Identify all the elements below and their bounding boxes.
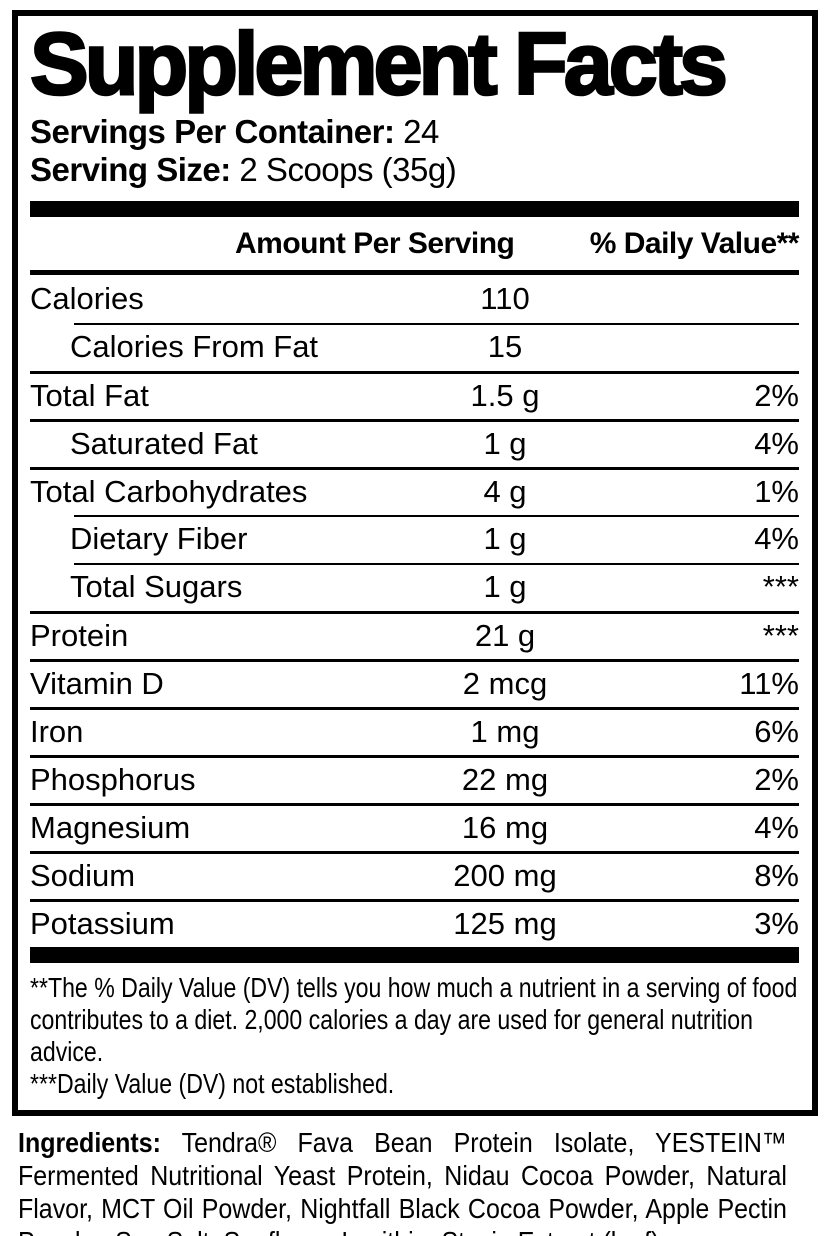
nutrient-label: Sodium xyxy=(30,858,136,894)
serving-size: Serving Size: 2 Scoops (35g) xyxy=(30,151,799,189)
nutrient-amount: 1.5 g xyxy=(470,378,540,414)
column-header-amount: Amount Per Serving xyxy=(235,226,515,260)
nutrient-amount: 1 g xyxy=(483,426,527,462)
nutrient-daily-value: 6% xyxy=(754,714,799,750)
nutrient-label: Total Fat xyxy=(30,378,149,414)
nutrient-label: Saturated Fat xyxy=(70,426,258,462)
nutrient-amount: 2 mcg xyxy=(462,666,548,702)
nutrient-daily-value: 4% xyxy=(754,810,799,846)
ingredients-section: Ingredients: Tendra® Fava Bean Protein I… xyxy=(18,1126,818,1236)
table-row-iron: Iron 1 mg 6% xyxy=(30,706,799,755)
table-row-protein: Protein 21 g *** xyxy=(30,610,799,659)
table-row-vitamin-d: Vitamin D 2 mcg 11% xyxy=(30,658,799,707)
nutrient-daily-value: *** xyxy=(762,618,799,654)
nutrient-daily-value: 8% xyxy=(754,858,799,894)
nutrient-daily-value: 11% xyxy=(739,666,799,702)
table-row-total-fat: Total Fat 1.5 g 2% xyxy=(30,370,799,419)
nutrient-label: Calories xyxy=(30,280,144,316)
nutrient-label: Total Sugars xyxy=(70,568,243,604)
serving-info: Servings Per Container: 24 Serving Size:… xyxy=(30,113,799,189)
nutrient-daily-value: 4% xyxy=(754,520,799,556)
nutrient-label: Dietary Fiber xyxy=(70,520,248,556)
servings-per-container-value: 24 xyxy=(403,112,439,150)
nutrient-amount: 1 g xyxy=(483,520,527,556)
table-row-total-sugars: Total Sugars 1 g *** xyxy=(30,562,799,611)
table-row-saturated-fat: Saturated Fat 1 g 4% xyxy=(30,418,799,467)
nutrient-daily-value: 3% xyxy=(754,906,799,942)
column-header-daily-value: % Daily Value** xyxy=(589,226,800,260)
nutrient-label: Phosphorus xyxy=(30,762,196,798)
not-established-footnote: ***Daily Value (DV) not established. xyxy=(30,1067,395,1099)
ingredients-label: Ingredients: xyxy=(18,1126,161,1158)
nutrient-daily-value: 2% xyxy=(754,762,799,798)
table-row-calories-from-fat: Calories From Fat 15 xyxy=(30,322,799,371)
daily-value-footnote: **The % Daily Value (DV) tells you how m… xyxy=(30,971,798,1067)
nutrient-amount: 1 mg xyxy=(470,714,540,750)
table-row-total-carbohydrates: Total Carbohydrates 4 g 1% xyxy=(30,466,799,515)
nutrient-label: Potassium xyxy=(30,906,175,942)
nutrient-amount: 15 xyxy=(487,328,523,364)
ingredients-list: Tendra® Fava Bean Protein Isolate, YESTE… xyxy=(18,1126,787,1236)
footnotes: **The % Daily Value (DV) tells you how m… xyxy=(30,963,799,1110)
serving-size-value: 2 Scoops (35g) xyxy=(239,150,457,188)
serving-size-label: Serving Size: xyxy=(30,150,231,188)
servings-per-container-label: Servings Per Container: xyxy=(30,112,395,150)
table-row-phosphorus: Phosphorus 22 mg 2% xyxy=(30,754,799,803)
table-row-dietary-fiber: Dietary Fiber 1 g 4% xyxy=(30,514,799,563)
nutrient-amount: 200 mg xyxy=(453,858,557,894)
nutrient-amount: 110 xyxy=(480,280,530,316)
divider-bar-bottom xyxy=(30,946,799,963)
nutrient-amount: 4 g xyxy=(483,474,527,510)
panel-title: Supplement Facts xyxy=(29,14,730,113)
nutrient-daily-value: 1% xyxy=(754,474,799,510)
nutrient-amount: 22 mg xyxy=(461,762,549,798)
nutrient-amount: 1 g xyxy=(483,568,527,604)
nutrient-label: Magnesium xyxy=(30,810,191,846)
table-header: Amount Per Serving % Daily Value** xyxy=(30,217,800,275)
table-row-sodium: Sodium 200 mg 8% xyxy=(30,850,799,899)
nutrient-daily-value: *** xyxy=(762,568,799,604)
servings-per-container: Servings Per Container: 24 xyxy=(30,113,799,151)
nutrient-amount: 125 mg xyxy=(453,906,557,942)
table-row-calories: Calories 110 xyxy=(30,275,799,323)
nutrient-daily-value: 4% xyxy=(754,426,799,462)
nutrient-daily-value: 2% xyxy=(754,378,799,414)
nutrient-label: Total Carbohydrates xyxy=(30,474,308,510)
supplement-facts-panel: Supplement Facts Servings Per Container:… xyxy=(12,10,818,1116)
nutrient-label: Iron xyxy=(30,714,84,750)
divider-bar-top xyxy=(30,200,799,217)
table-row-potassium: Potassium 125 mg 3% xyxy=(30,898,799,947)
nutrient-amount: 16 mg xyxy=(461,810,549,846)
table-row-magnesium: Magnesium 16 mg 4% xyxy=(30,802,799,851)
nutrient-amount: 21 g xyxy=(474,618,536,654)
nutrient-label: Calories From Fat xyxy=(70,328,319,364)
ingredients-paragraph: Ingredients: Tendra® Fava Bean Protein I… xyxy=(18,1126,787,1236)
nutrient-label: Protein xyxy=(30,618,129,654)
nutrient-label: Vitamin D xyxy=(30,666,164,702)
